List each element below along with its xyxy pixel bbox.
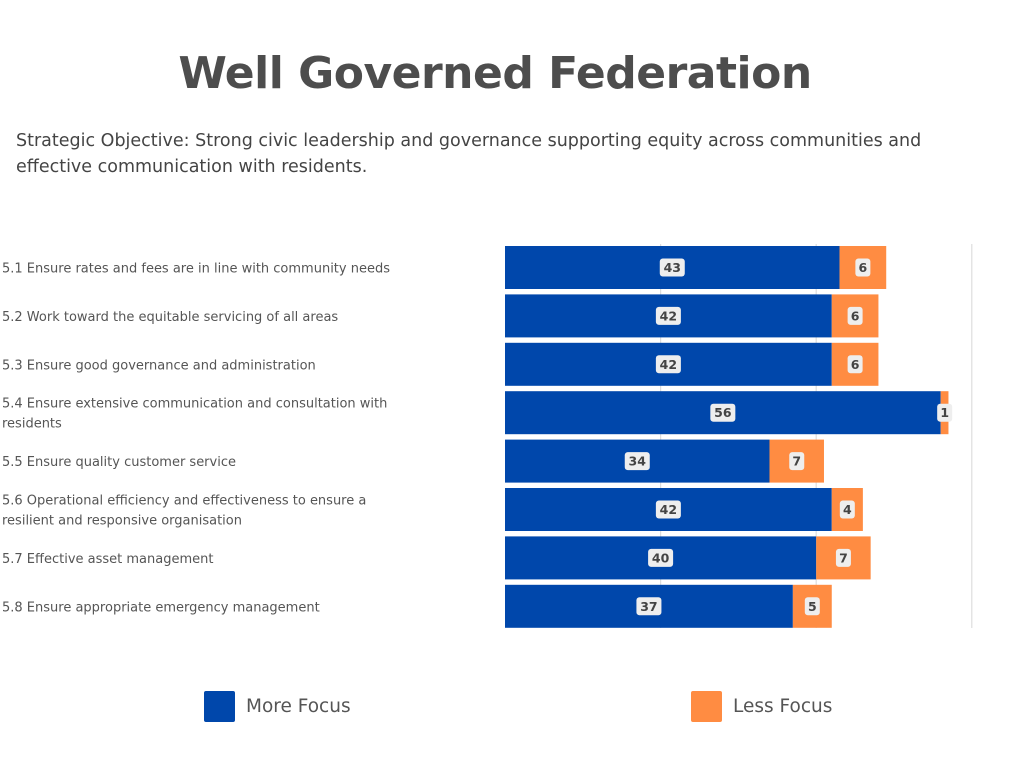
data-label-less-focus: 4 [839, 500, 855, 519]
data-label-more-focus: 42 [655, 355, 681, 374]
legend-swatch-more-focus [204, 690, 235, 722]
data-label-more-focus-text: 42 [660, 357, 677, 372]
data-label-more-focus: 40 [648, 548, 674, 567]
data-label-less-focus: 6 [847, 306, 863, 325]
category-label: 5.5 Ensure quality customer service [2, 455, 236, 470]
data-label-more-focus: 42 [655, 306, 681, 325]
data-label-less-focus: 1 [937, 403, 953, 422]
data-label-less-focus-text: 6 [859, 260, 868, 275]
data-label-less-focus-text: 4 [843, 502, 852, 517]
legend-swatch-less-focus [691, 690, 722, 722]
data-label-less-focus: 6 [855, 258, 871, 277]
data-label-less-focus-bg [804, 597, 820, 616]
category-labels: 5.1 Ensure rates and fees are in line wi… [2, 262, 390, 616]
data-label-less-focus-text: 7 [792, 454, 801, 469]
data-label-more-focus: 37 [636, 597, 662, 616]
data-label-less-focus: 6 [847, 355, 863, 374]
legend-label-more-focus: More Focus [246, 695, 351, 717]
data-label-less-focus: 5 [804, 597, 820, 616]
data-label-more-focus-text: 37 [640, 599, 657, 614]
data-label-more-focus-text: 56 [714, 405, 732, 420]
data-label-less-focus-bg [937, 403, 953, 422]
chart-bars: 43 6 42 6 42 6 56 1 34 7 42 4 40 7 37 5 [505, 246, 953, 628]
chart-subtitle: Strategic Objective: Strong civic leader… [16, 131, 922, 177]
data-label-less-focus-bg [855, 258, 871, 277]
data-label-less-focus: 7 [835, 548, 851, 567]
data-label-less-focus: 7 [789, 452, 805, 471]
data-label-less-focus-text: 7 [839, 550, 848, 565]
data-label-more-focus-bg [655, 500, 681, 519]
chart-title: Well Governed Federation [178, 48, 812, 99]
data-label-less-focus-bg [835, 548, 851, 567]
category-label: 5.1 Ensure rates and fees are in line wi… [2, 262, 390, 277]
data-label-more-focus: 42 [655, 500, 681, 519]
category-label: 5.3 Ensure good governance and administr… [2, 358, 316, 373]
data-label-less-focus-bg [847, 306, 863, 325]
data-label-more-focus-text: 42 [660, 308, 677, 323]
data-label-more-focus-bg [636, 597, 662, 616]
data-label-less-focus-text: 5 [808, 599, 817, 614]
data-label-more-focus-text: 40 [652, 550, 670, 565]
data-label-less-focus-bg [789, 452, 805, 471]
data-label-less-focus-text: 6 [851, 308, 860, 323]
data-label-less-focus-bg [847, 355, 863, 374]
category-label: 5.2 Work toward the equitable servicing … [2, 310, 338, 325]
data-label-more-focus-bg [648, 548, 674, 567]
category-label: 5.4 Ensure extensive communication and c… [2, 397, 387, 432]
data-label-more-focus: 56 [710, 403, 736, 422]
category-label: 5.8 Ensure appropriate emergency managem… [2, 600, 320, 615]
data-label-less-focus-bg [839, 500, 855, 519]
data-label-more-focus-bg [655, 355, 681, 374]
data-label-less-focus-text: 6 [851, 357, 860, 372]
category-label: 5.6 Operational efficiency and effective… [2, 494, 366, 529]
legend-item-more-focus: More Focus [204, 690, 351, 722]
legend-label-less-focus: Less Focus [733, 695, 833, 717]
data-label-more-focus-bg [624, 452, 650, 471]
data-label-more-focus: 34 [624, 452, 650, 471]
data-label-less-focus-text: 1 [940, 405, 949, 420]
data-label-more-focus-text: 34 [629, 454, 647, 469]
data-label-more-focus-text: 43 [664, 260, 681, 275]
legend-item-less-focus: Less Focus [691, 690, 832, 722]
data-label-more-focus: 43 [659, 258, 685, 277]
data-label-more-focus-bg [710, 403, 736, 422]
data-label-more-focus-bg [659, 258, 685, 277]
data-label-more-focus-bg [655, 306, 681, 325]
data-label-more-focus-text: 42 [660, 502, 677, 517]
bar-chart: 43 6 42 6 42 6 56 1 34 7 42 4 40 7 37 5 5.1 Ensure rate… [2, 244, 973, 628]
category-label: 5.7 Effective asset management [2, 552, 213, 567]
